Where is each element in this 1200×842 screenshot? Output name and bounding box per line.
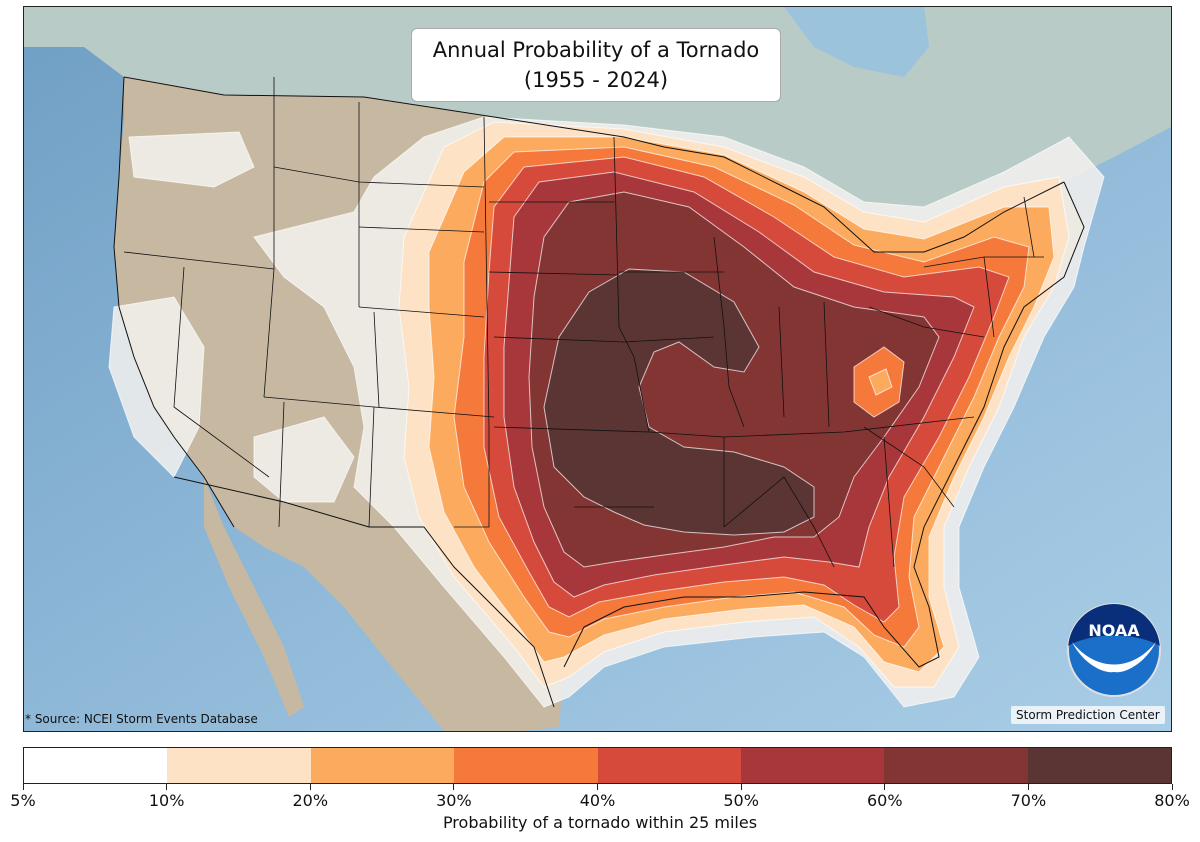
us-canada-border xyxy=(123,76,1065,253)
map-title-line2: (1955 - 2024) xyxy=(523,68,669,92)
colorbar-segment xyxy=(24,748,168,783)
colorbar-segment xyxy=(1027,748,1171,783)
colorbar-tick-label: 10% xyxy=(148,791,185,810)
noaa-logo-text: NOAA xyxy=(1088,621,1140,640)
colorbar-segment xyxy=(310,748,455,783)
colorbar-tick-mark xyxy=(884,784,886,790)
colorbar-tick-mark xyxy=(22,784,24,790)
colorbar-segment xyxy=(454,748,598,783)
colorbar-tick-label: 30% xyxy=(436,791,472,810)
colorbar-tick-mark xyxy=(1171,784,1173,790)
colorbar xyxy=(23,747,1172,784)
state-boundaries xyxy=(123,77,1044,568)
credit-label: Storm Prediction Center xyxy=(1011,706,1165,724)
contour-70-80 xyxy=(543,268,815,536)
colorbar-segment xyxy=(740,748,885,783)
colorbar-tick-label: 70% xyxy=(1010,791,1047,810)
contour-5-10-west xyxy=(128,131,255,188)
colorbar-tick-mark xyxy=(1027,784,1029,790)
colorbar-tick-mark xyxy=(166,784,168,790)
colorbar-tick-mark xyxy=(453,784,455,790)
colorbar-segment xyxy=(884,748,1028,783)
noaa-logo: NOAA xyxy=(1067,603,1161,697)
colorbar-tick-label: 50% xyxy=(723,791,759,810)
map-title-line1: Annual Probability of a Tornado xyxy=(432,38,760,62)
colorbar-tick-mark xyxy=(309,784,311,790)
us-mexico-border xyxy=(173,476,555,708)
hudson-bay xyxy=(784,7,929,77)
colorbar-tick-mark xyxy=(740,784,742,790)
colorbar-tick-mark xyxy=(597,784,598,790)
coastline xyxy=(113,76,1085,668)
tornado-probability-map xyxy=(23,6,1172,732)
colorbar-segment xyxy=(597,748,741,783)
colorbar-tick-label: 80% xyxy=(1154,791,1190,810)
map-canvas xyxy=(24,7,1171,731)
colorbar-tick-label: 5% xyxy=(10,791,36,810)
colorbar-label: Probability of a tornado within 25 miles xyxy=(442,813,758,832)
probability-contours xyxy=(108,116,1105,708)
colorbar-tick-label: 60% xyxy=(866,791,903,810)
colorbar-tick-label: 20% xyxy=(292,791,329,810)
map-title-box: Annual Probability of a Tornado (1955 - … xyxy=(411,28,781,102)
colorbar-segment xyxy=(167,748,311,783)
source-note: * Source: NCEI Storm Events Database xyxy=(25,712,258,726)
colorbar-tick-label: 40% xyxy=(579,791,616,810)
baja-peninsula xyxy=(204,477,304,717)
